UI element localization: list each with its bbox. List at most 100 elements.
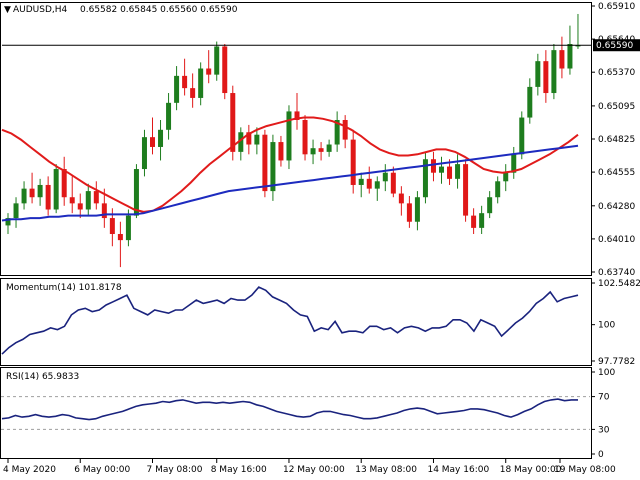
symbol-label: AUDUSD,H4 — [13, 5, 68, 15]
bear-candle — [278, 142, 284, 161]
bull-candle — [575, 45, 581, 47]
bull-candle — [511, 154, 517, 173]
time-axis-label: 13 May 08:00 — [355, 465, 417, 475]
momentum-panel[interactable]: 102.5482 100 97.7782 Momentum(14) 101.8178 — [0, 278, 640, 368]
bear-candle — [45, 184, 51, 210]
bull-candle — [535, 61, 541, 87]
bear-candle — [230, 93, 236, 152]
momentum-axis: 102.5482 100 97.7782 — [591, 279, 640, 367]
axis-label: 97.7782 — [598, 357, 635, 367]
bull-candle — [238, 132, 244, 152]
time-axis-label: 4 May 2020 — [3, 465, 56, 475]
bear-candle — [246, 132, 252, 145]
time-axis-label: 19 May 08:00 — [554, 465, 616, 475]
rsi-line — [1, 398, 578, 421]
bull-candle — [439, 166, 444, 173]
header-triangle-icon: ▼ — [4, 5, 11, 15]
bear-candle — [543, 61, 549, 94]
bear-candle — [117, 234, 123, 241]
bull-candle — [455, 164, 461, 179]
chart-header: ▼ AUDUSD,H4 0.65582 0.65845 0.65560 0.65… — [4, 5, 238, 15]
current-price-tag: 0.65590 — [593, 39, 640, 52]
bear-candle — [262, 134, 268, 192]
time-axis-label: 14 May 16:00 — [427, 465, 489, 475]
bull-candle — [166, 102, 172, 130]
bull-candle — [141, 137, 147, 170]
time-axis-label: 7 May 08:00 — [147, 465, 203, 475]
bear-candle — [206, 68, 212, 75]
time-axis-label: 18 May 00:00 — [500, 465, 562, 475]
bull-candle — [495, 181, 501, 198]
bear-candle — [222, 46, 228, 94]
bull-candle — [334, 120, 340, 145]
candles-layer — [5, 13, 581, 268]
bear-candle — [294, 111, 300, 120]
bull-candle — [174, 75, 180, 103]
bear-candle — [366, 178, 372, 189]
bear-candle — [109, 218, 115, 234]
bull-candle — [53, 169, 59, 210]
bull-candle — [567, 44, 573, 69]
bull-candle — [358, 178, 364, 185]
bear-candle — [559, 50, 565, 69]
bear-candle — [77, 203, 83, 210]
bull-candle — [310, 148, 316, 155]
price-axis-label: 0.64280 — [598, 202, 635, 212]
axis-label: 30 — [598, 425, 610, 435]
bull-candle — [326, 144, 332, 152]
bull-candle — [21, 188, 27, 204]
bull-candle — [85, 191, 91, 210]
momentum-title: Momentum(14) 101.8178 — [6, 283, 122, 293]
bear-candle — [182, 75, 188, 89]
price-axis-label: 0.65370 — [598, 68, 635, 78]
bull-candle — [214, 46, 220, 75]
axis-label: 70 — [598, 393, 610, 403]
moving-average-slow-line — [1, 144, 579, 222]
axis-label: 100 — [598, 321, 615, 331]
bull-candle — [527, 86, 533, 118]
rsi-panel[interactable]: 100 70 30 0 RSI(14) 65.9833 — [0, 367, 616, 461]
bear-candle — [463, 164, 469, 216]
bear-candle — [406, 203, 412, 222]
price-axis-label: 0.65095 — [598, 102, 635, 112]
bear-candle — [430, 159, 436, 173]
bull-candle — [5, 218, 11, 226]
rsi-title: RSI(14) 65.9833 — [6, 372, 79, 382]
time-axis-label: 8 May 16:00 — [211, 465, 267, 475]
ohlc-label: 0.65582 0.65845 0.65560 0.65590 — [80, 5, 238, 15]
momentum-panel-frame — [0, 278, 592, 366]
rsi-panel-frame — [0, 367, 592, 459]
bull-candle — [479, 213, 485, 228]
price-axis-label: 0.64555 — [598, 168, 635, 178]
price-axis-label: 0.64825 — [598, 135, 635, 145]
rsi-axis: 100 70 30 0 — [591, 368, 615, 460]
bull-candle — [158, 129, 164, 147]
bull-candle — [125, 215, 131, 241]
momentum-line — [1, 286, 579, 355]
bull-candle — [198, 68, 204, 98]
bear-candle — [69, 197, 75, 204]
bull-candle — [487, 197, 493, 214]
bear-candle — [390, 172, 396, 194]
axis-label: 100 — [598, 368, 615, 378]
bear-candle — [318, 148, 324, 152]
rsi-levels — [1, 396, 590, 430]
bull-candle — [13, 203, 19, 219]
bull-candle — [286, 111, 292, 161]
price-panel[interactable]: 0.659100.656400.653700.650950.648250.645… — [0, 2, 640, 278]
bear-candle — [302, 120, 308, 155]
bull-candle — [374, 181, 380, 189]
bear-candle — [350, 139, 356, 185]
price-axis-label: 0.65910 — [598, 2, 635, 12]
bull-candle — [382, 172, 388, 182]
bear-candle — [29, 188, 35, 198]
bear-candle — [190, 88, 196, 98]
bull-candle — [519, 117, 525, 155]
bull-candle — [503, 172, 509, 182]
bull-candle — [270, 142, 276, 192]
bull-candle — [254, 134, 260, 145]
current-price-label: 0.65590 — [596, 41, 633, 51]
axis-label: 0 — [598, 450, 604, 460]
time-axis-label: 6 May 00:00 — [74, 465, 130, 475]
